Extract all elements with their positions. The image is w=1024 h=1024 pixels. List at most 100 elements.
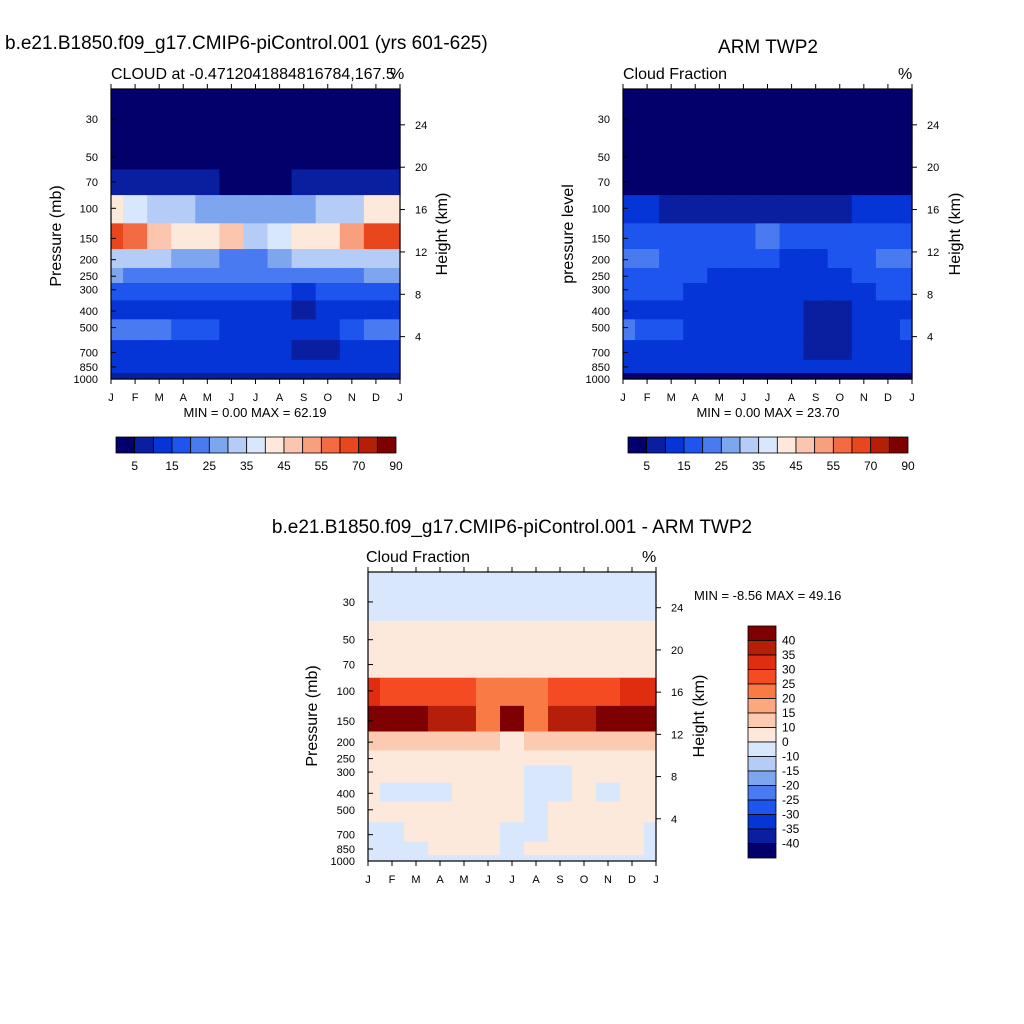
panel-a-cell [267, 223, 293, 250]
panel-c-cell [620, 841, 645, 856]
panel-b-height-label: 24 [927, 120, 939, 132]
panel-a-cell [339, 195, 365, 224]
panel-b-cell [803, 319, 829, 341]
panel-a-unit: % [390, 66, 404, 83]
panel-c-cell [368, 841, 381, 856]
panel-c-cell [620, 765, 645, 784]
panel-b-cell [683, 319, 708, 341]
panel-b-cell [659, 137, 684, 170]
panel-c-cell [428, 652, 453, 679]
panel-a-cell [363, 359, 389, 374]
panel-c-cell [476, 841, 501, 856]
panel-b-cell [635, 195, 660, 224]
panel-b-cell [875, 340, 901, 361]
panel-c-cell [572, 841, 597, 856]
panel-b-cell [827, 137, 853, 170]
panel-b-cell [779, 223, 805, 250]
panel-b-month-label: N [860, 392, 868, 404]
panel-c-cell [476, 731, 501, 751]
panel-a-cell [315, 195, 341, 224]
panel-b-cell [827, 249, 853, 269]
panel-c-cell [596, 620, 621, 653]
panel-c-cell [404, 801, 429, 823]
panel-b-cell [635, 249, 660, 269]
panel-c-cell [644, 822, 657, 843]
panel-b-cell [779, 267, 805, 284]
panel-a-colorbar-swatch [339, 436, 360, 454]
panel-b-cell [623, 195, 636, 224]
panel-a-colorbar-swatch [376, 436, 397, 454]
panel-b-cell [803, 169, 829, 196]
panel-b-cell [659, 89, 684, 139]
panel-b-cell [875, 359, 901, 374]
panel-b-colorbar-swatch [832, 436, 853, 454]
panel-c-colorbar-swatch [747, 770, 777, 786]
panel-c-colorbar-swatch [747, 843, 777, 859]
panel-c-colorbar-label: 20 [782, 692, 796, 706]
panel-a-cell [123, 169, 148, 196]
panel-c-cell [476, 750, 501, 766]
panel-c-cell [524, 841, 549, 856]
panel-a-cell [123, 267, 148, 284]
panel-c-cell [428, 822, 453, 843]
panel-a-cell [171, 267, 196, 284]
panel-c-month-label: J [485, 874, 491, 886]
panel-c-cell [644, 620, 657, 653]
panel-b-cell [707, 359, 732, 374]
panel-b-cell [755, 359, 781, 374]
panel-a-cell [267, 89, 293, 139]
panel-c-cell [596, 731, 621, 751]
panel-a-colorbar-swatch [246, 436, 266, 454]
panel-b-cell [683, 282, 708, 302]
panel-b-cell [623, 249, 636, 269]
panel-b-cell [683, 372, 708, 380]
panel-c-cell [620, 731, 645, 751]
panel-b-cell [635, 267, 660, 284]
panel-c-cell [620, 855, 645, 862]
panel-c-cell [428, 801, 453, 823]
panel-a-cell [315, 89, 341, 139]
panel-a-cell [219, 282, 245, 302]
panel-c-cell [524, 822, 549, 843]
panel-c-cell [476, 620, 501, 653]
panel-b-colorbar-label: 5 [643, 459, 650, 473]
panel-b-cell [731, 137, 757, 170]
panel-b-pressure-label: 30 [598, 114, 610, 126]
panel-a-title: b.e21.B1850.f09_g17.CMIP6-piControl.001 … [5, 33, 488, 54]
panel-c-cell [380, 652, 405, 679]
panel-c-cell [452, 677, 477, 707]
panel-a-cell [243, 249, 269, 269]
panel-c-month-label: J [509, 874, 515, 886]
panel-b-colorbar-swatch [888, 436, 909, 454]
panel-c-cell [620, 572, 645, 622]
panel-b-height-label: 16 [927, 205, 939, 217]
panel-b-cell [635, 169, 660, 196]
panel-c-cell [572, 750, 597, 766]
panel-b-cell [827, 89, 853, 139]
panel-c-cell [380, 765, 405, 784]
panel-b-cell [779, 340, 805, 361]
panel-b-cell [755, 300, 781, 320]
panel-a-cell [291, 169, 317, 196]
panel-b-pressure-label: 400 [592, 306, 610, 318]
panel-c-month-label: M [459, 874, 468, 886]
panel-b-cell [875, 282, 901, 302]
panel-b-cell [779, 282, 805, 302]
panel-c-pressure-label: 850 [337, 844, 355, 856]
panel-a-cell [243, 372, 269, 380]
panel-a-cell [111, 300, 124, 320]
panel-c-height-label: 20 [671, 645, 683, 657]
panel-c-cell [428, 750, 453, 766]
panel-a-cell [267, 340, 293, 361]
panel-b-cell [899, 89, 913, 139]
panel-a-pressure-label: 250 [80, 271, 98, 283]
panel-a-cell [147, 249, 172, 269]
panel-a-cell [171, 282, 196, 302]
panel-b-cell [803, 249, 829, 269]
panel-a-colorbar-label: 70 [352, 459, 366, 473]
panel-b-cell [779, 195, 805, 224]
panel-b-cell [707, 89, 732, 139]
panel-b-cell [623, 319, 636, 341]
panel-b-cell [659, 267, 684, 284]
panel-c-cell [548, 731, 573, 751]
